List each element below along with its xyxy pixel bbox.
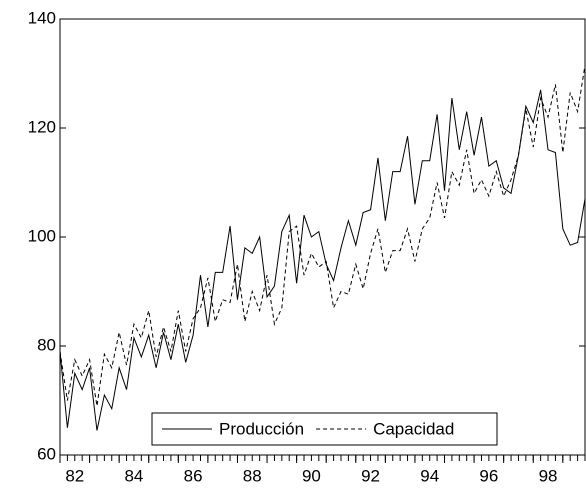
y-tick-label: 80 <box>37 335 56 354</box>
y-tick-label: 140 <box>28 8 56 27</box>
y-tick-label: 60 <box>37 444 56 463</box>
y-tick-label: 120 <box>28 117 56 136</box>
legend-label: Producción <box>219 419 304 438</box>
series-line <box>59 89 586 431</box>
x-tick-label: 84 <box>124 466 143 485</box>
x-tick-label: 96 <box>479 466 498 485</box>
x-tick-label: 86 <box>184 466 203 485</box>
legend-label: Capacidad <box>373 419 454 438</box>
x-tick-label: 94 <box>420 466 439 485</box>
y-tick-label: 100 <box>28 226 56 245</box>
series-line <box>59 65 586 407</box>
x-tick-label: 92 <box>361 466 380 485</box>
x-tick-label: 98 <box>539 466 558 485</box>
x-tick-label: 90 <box>302 466 321 485</box>
plot-frame <box>59 18 586 456</box>
x-tick-label: 88 <box>243 466 262 485</box>
x-tick-label: 82 <box>65 466 84 485</box>
